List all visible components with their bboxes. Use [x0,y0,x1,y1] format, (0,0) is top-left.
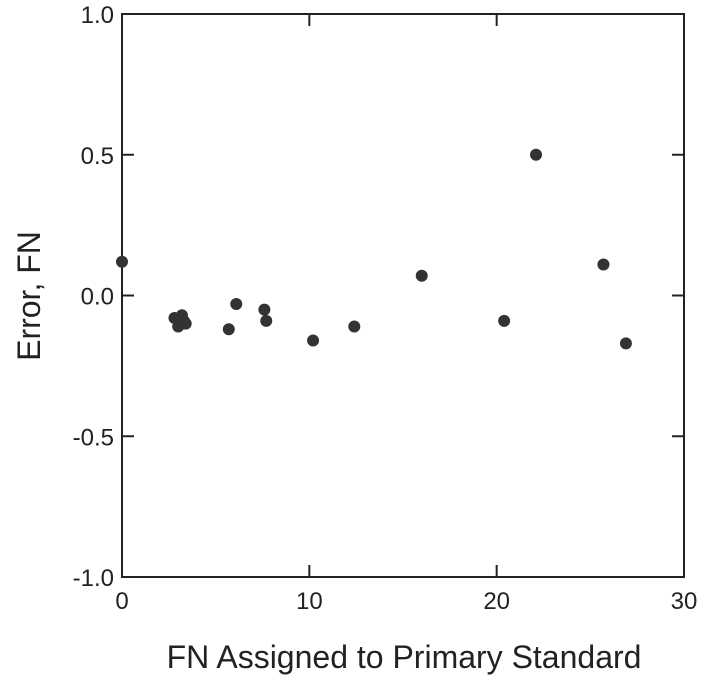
data-point-14 [530,148,543,161]
data-point-16 [619,337,632,350]
y-tick-label-0: 1.0 [81,2,114,29]
data-point-12 [415,269,428,282]
plot-frame [121,13,685,578]
tick-labels: 0 10 20 30 1.0 0.5 0.0 -0.5 -1.0 [73,2,698,615]
data-point-8 [258,303,271,316]
data-point-7 [230,297,243,310]
data-point-9 [260,314,273,327]
data-point-6 [222,323,235,336]
x-axis-title: FN Assigned to Primary Standard [167,639,642,675]
x-tick-label-0: 0 [115,588,128,615]
y-tick-label-3: -0.5 [73,424,114,451]
y-tick-label-1: 0.5 [81,143,114,170]
axis-ticks [121,13,685,578]
y-tick-label-2: 0.0 [81,284,114,311]
data-points [116,148,632,350]
x-tick-label-2: 20 [483,588,510,615]
y-tick-label-4: -1.0 [73,565,114,592]
data-point-10 [307,334,320,347]
data-point-15 [597,258,610,271]
x-tick-label-1: 10 [296,588,323,615]
data-point-0 [116,255,128,268]
data-point-13 [498,314,511,327]
data-point-5 [179,317,192,330]
data-point-11 [348,320,361,333]
x-tick-label-3: 30 [671,588,698,615]
y-axis-title: Error, FN [11,231,47,361]
